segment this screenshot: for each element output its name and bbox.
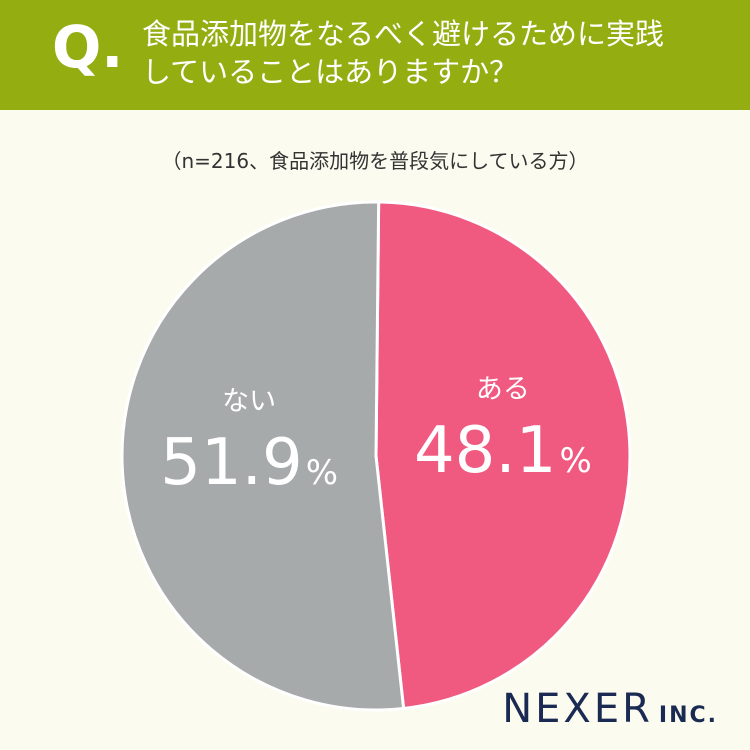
slice-value-label: 48.1%	[414, 414, 592, 488]
question-line-2: していることはありますか？	[142, 55, 519, 89]
slice-category-label: ある	[476, 374, 530, 405]
slice-category-label: ない	[222, 386, 276, 417]
question-line-1: 食品添加物をなるべく避けるために実践	[142, 17, 665, 51]
sample-note: （n=216、食品添加物を普段気にしている方）	[161, 149, 589, 173]
logo-sub: INC.	[658, 703, 718, 728]
logo-main: NEXER	[502, 686, 653, 732]
question-header: Q. 食品添加物をなるべく避けるために実践 していることはありますか？	[0, 0, 750, 110]
pie-slice-1	[374, 200, 632, 711]
slice-value-label: 51.9%	[160, 426, 338, 500]
company-logo: NEXER INC.	[502, 686, 718, 732]
pie-slice-2	[120, 200, 406, 712]
question-text: 食品添加物をなるべく避けるために実践 していることはありますか？	[142, 15, 732, 91]
q-label: Q.	[52, 13, 124, 81]
